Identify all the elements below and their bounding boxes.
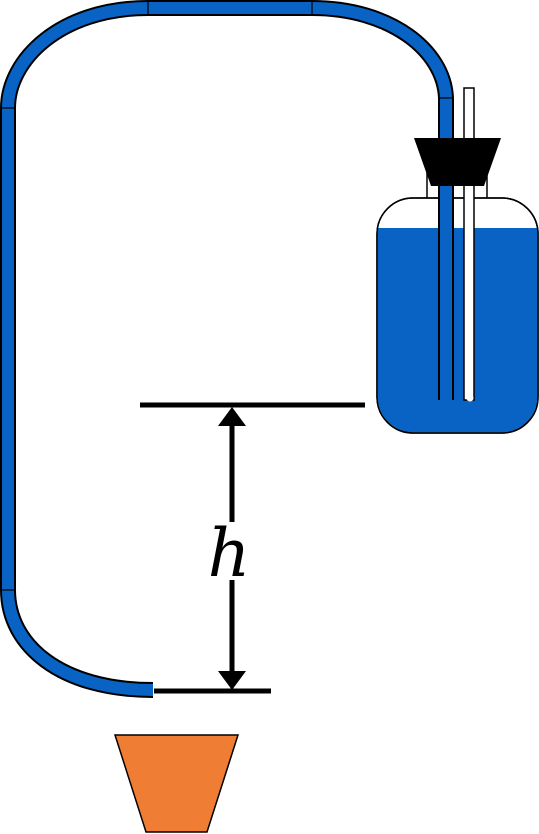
bottle-stopper	[414, 138, 501, 186]
height-label: h	[208, 515, 251, 592]
arrow-head-down	[218, 671, 246, 690]
vent-tube-tip	[466, 394, 474, 402]
arrow-head-up	[218, 407, 246, 426]
vent-tube-body	[463, 87, 475, 401]
bottle-body-outline	[376, 197, 539, 434]
collection-cup	[113, 734, 240, 833]
siphon-tube	[0, 0, 454, 698]
double-headed-vertical-arrow-icon	[218, 407, 246, 690]
bottle-liquid	[377, 228, 538, 433]
siphon-tube-fill	[2, 2, 452, 696]
vent-tube	[463, 87, 475, 402]
reservoir-bottle	[376, 159, 539, 434]
